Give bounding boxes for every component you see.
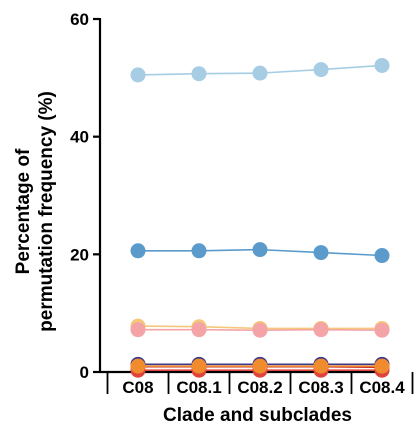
data-point: [130, 322, 146, 338]
axes: [98, 18, 385, 374]
data-point: [130, 67, 146, 83]
data-point: [313, 245, 329, 261]
x-tick-label: C08.3: [298, 378, 343, 397]
y-axis-title-line-2: permutation frequency (%): [36, 91, 57, 332]
data-point: [130, 243, 146, 259]
y-ticks: 0 20 40 60: [70, 10, 100, 382]
series-points: [130, 57, 390, 378]
x-tick-label: C08.1: [176, 378, 221, 397]
data-point: [191, 358, 207, 374]
data-point: [252, 65, 268, 81]
data-point: [313, 62, 329, 78]
y-axis-title: Percentage of permutation frequency (%): [13, 91, 57, 332]
x-tick-label: C08.4: [359, 378, 405, 397]
y-tick-label: 20: [70, 245, 89, 264]
y-axis-title-line-1: Percentage of: [13, 148, 34, 274]
x-tick-label: C08: [122, 378, 153, 397]
data-point: [130, 358, 146, 374]
x-tick-label: C08.2: [237, 378, 282, 397]
x-axis-title: Clade and subclades: [163, 405, 352, 426]
data-point: [252, 358, 268, 374]
x-ticks: C08 C08.1 C08.2 C08.3 C08.4: [106, 372, 414, 397]
y-tick-label: 40: [70, 128, 89, 147]
data-point: [313, 358, 329, 374]
y-tick-label: 60: [70, 10, 89, 29]
data-point: [374, 57, 390, 73]
data-point: [374, 358, 390, 374]
data-point: [374, 322, 390, 338]
data-point: [252, 242, 268, 258]
data-point: [374, 248, 390, 264]
data-point: [191, 322, 207, 338]
data-point: [191, 243, 207, 259]
data-point: [252, 322, 268, 338]
data-point: [191, 66, 207, 82]
y-tick-label: 0: [80, 363, 89, 382]
data-point: [313, 322, 329, 338]
